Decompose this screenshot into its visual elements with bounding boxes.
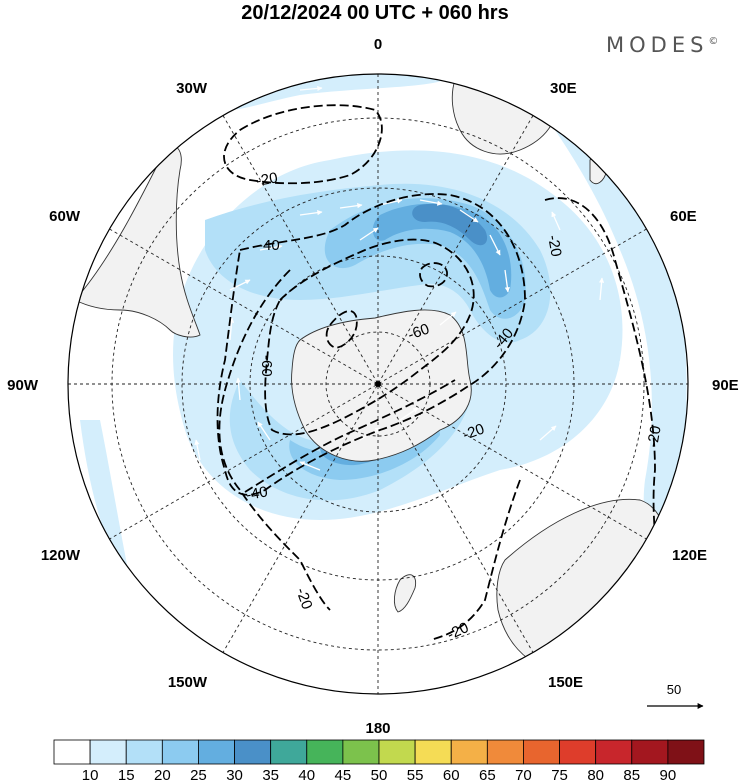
lon-label-180: 180 <box>365 720 390 737</box>
brand-logo: MODES© <box>606 33 718 57</box>
lon-label-0: 0 <box>374 36 382 53</box>
contour-minus60-lobe <box>325 310 358 349</box>
wind-vector <box>299 85 323 92</box>
meridian-30w-150e <box>222 115 534 653</box>
shade-10-15-west-band <box>80 420 130 580</box>
wind-vector <box>439 311 457 326</box>
contour-label: -40 <box>245 483 269 504</box>
lon-label-60w: 60W <box>49 208 81 225</box>
shade-30-35-core <box>412 203 488 246</box>
contour-label: -20 <box>255 169 279 190</box>
wind-vector <box>539 425 557 441</box>
wind-vectors <box>194 85 636 561</box>
lon-label-90e: 90E <box>712 377 739 394</box>
contour-minus20-west <box>218 269 331 611</box>
wind-vector <box>329 545 347 561</box>
wind-vector <box>299 210 323 216</box>
wind-vector <box>359 227 379 241</box>
lon-label-150w: 150W <box>168 674 208 691</box>
wind-vector <box>257 421 271 441</box>
copyright-mark: © <box>708 36 719 47</box>
wind-vector <box>235 377 242 401</box>
contour-label-group: -20 -40 -60 -60 -40 -20 -40 -20 -20 -20 … <box>245 169 665 643</box>
contour-low-center <box>419 262 448 288</box>
australia-land <box>496 498 669 671</box>
wind-vector <box>459 209 479 223</box>
meridian-60w-120e <box>109 228 647 540</box>
contour-label: -40 <box>258 237 280 254</box>
map-title: 20/12/2024 00 UTC + 060 hrs <box>241 2 509 24</box>
lon-label-120w: 120W <box>41 547 81 564</box>
meridian-30e-150w <box>222 115 534 653</box>
wind-vector <box>469 507 489 521</box>
south-pole-dot <box>375 381 381 387</box>
contour-minus60-inner <box>264 238 475 436</box>
wind-vector <box>504 269 510 293</box>
wind-vector <box>194 439 201 461</box>
wind-vector <box>379 198 403 206</box>
contour-label: -20 <box>461 420 487 443</box>
map-boundary-circle <box>67 73 689 695</box>
wind-vector <box>399 93 423 100</box>
reference-vector: 50 <box>647 682 704 709</box>
wind-vector <box>229 279 251 291</box>
new-zealand-land <box>393 574 417 613</box>
wind-vector <box>339 203 363 209</box>
contour-minus20-east <box>544 197 658 576</box>
contour-minus40-main <box>216 193 526 496</box>
reference-vector-label: 50 <box>667 682 681 697</box>
contour-minus40-south <box>244 379 456 493</box>
contour-minus20-north-loop <box>223 104 383 185</box>
lon-label-120e: 120E <box>672 547 707 564</box>
wind-vector <box>489 234 501 256</box>
contour-label: -20 <box>644 424 665 448</box>
wind-vector <box>551 211 561 231</box>
graticule <box>68 74 688 694</box>
contour-label: -20 <box>544 234 565 258</box>
south-america-land <box>74 145 201 338</box>
map-disk-content: -20 -40 -60 -60 -40 -20 -40 -20 -20 -20 … <box>68 74 688 694</box>
contour-label: -60 <box>258 355 275 377</box>
wind-vector <box>228 317 235 341</box>
lon-label-90w: 90W <box>7 377 39 394</box>
shade-10-15-east-band <box>555 110 687 528</box>
shade-10-15-north-band <box>210 74 460 110</box>
wind-vector <box>419 199 443 206</box>
wind-vector <box>399 407 419 421</box>
wind-vector <box>629 439 636 461</box>
lon-label-150e: 150E <box>548 674 583 691</box>
contour-lines <box>216 104 658 641</box>
lon-label-60e: 60E <box>670 208 697 225</box>
wind-vector <box>598 277 605 301</box>
contour-minus20-south <box>429 479 521 641</box>
contour-label: -60 <box>406 320 432 343</box>
longitude-label-group: 0 30E 60E 90E 120E 150E 180 150W 120W 90… <box>7 36 739 737</box>
meridian-60e-120w <box>109 228 647 540</box>
brand-text: MODES <box>606 33 709 57</box>
lon-label-30w: 30W <box>176 80 208 97</box>
lon-label-30e: 30E <box>550 80 577 97</box>
contour-label: -20 <box>292 586 315 612</box>
wind-vector <box>618 357 625 381</box>
contour-label: -20 <box>445 619 472 644</box>
wind-vector <box>299 461 321 471</box>
wind-vector <box>259 244 283 251</box>
